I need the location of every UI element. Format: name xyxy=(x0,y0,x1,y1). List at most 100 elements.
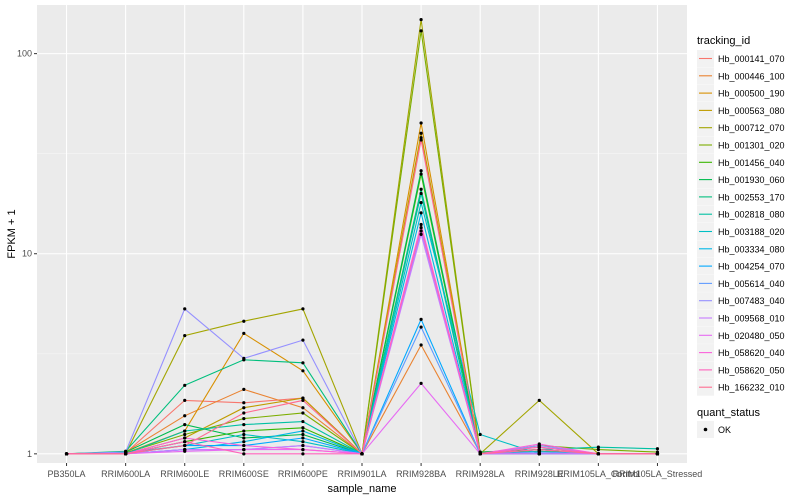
legend: tracking_id Hb_000141_070Hb_000446_100Hb… xyxy=(697,35,785,438)
data-point xyxy=(360,452,364,456)
data-point xyxy=(419,226,423,230)
data-point xyxy=(242,401,246,405)
data-point xyxy=(301,396,305,400)
data-point xyxy=(419,169,423,173)
legend-label: Hb_003188_020 xyxy=(718,227,785,237)
x-tick-label: RRIM928BA xyxy=(396,469,446,479)
x-tick-label: RRIM105LA_Control xyxy=(557,469,640,479)
legend-quant-items: OK xyxy=(697,421,731,438)
legend-label: Hb_004254_070 xyxy=(718,262,785,272)
data-point xyxy=(301,338,305,342)
data-point xyxy=(242,429,246,433)
x-tick-label: RRIM928LA xyxy=(456,469,505,479)
data-point xyxy=(183,333,187,338)
legend-label: Hb_000141_070 xyxy=(718,54,785,64)
data-point xyxy=(183,432,187,437)
x-axis: PB350LA RRIM600LA RRIM600LE RRIM600SE RRIM60… xyxy=(48,463,702,479)
legend-label: OK xyxy=(718,425,731,435)
x-tick-label: RRIM901LA xyxy=(337,469,386,479)
data-point xyxy=(183,429,187,433)
data-point xyxy=(183,440,187,444)
legend-label: Hb_166232_010 xyxy=(718,383,785,393)
data-point xyxy=(242,331,246,335)
legend-label: Hb_000563_080 xyxy=(718,106,785,116)
data-point xyxy=(301,429,305,433)
legend-label: Hb_001930_060 xyxy=(718,175,785,185)
data-point xyxy=(301,426,305,430)
data-point xyxy=(537,442,541,446)
data-point xyxy=(242,406,246,410)
data-point xyxy=(419,211,423,215)
data-point xyxy=(301,432,305,437)
data-point xyxy=(242,436,246,440)
series-points xyxy=(64,17,660,456)
x-tick-label: RRIM600LA xyxy=(101,469,150,479)
y-axis: 1 10 100 xyxy=(17,49,37,459)
legend-items: Hb_000141_070 Hb_000446_100 Hb_000500_190 H… xyxy=(697,50,785,396)
data-point xyxy=(419,17,423,22)
y-axis-title: FPKM + 1 xyxy=(6,209,18,258)
data-point xyxy=(419,325,423,329)
x-axis-title: sample_name xyxy=(327,483,396,495)
data-point xyxy=(301,369,305,373)
legend-quant-title: quant_status xyxy=(697,407,760,419)
data-point xyxy=(301,440,305,444)
data-point xyxy=(419,138,423,142)
data-point xyxy=(183,414,187,418)
x-tick-label: RRIM600SE xyxy=(219,469,269,479)
data-point xyxy=(301,307,305,311)
data-point xyxy=(419,229,423,233)
legend-label: Hb_007483_040 xyxy=(718,296,785,306)
legend-label: Hb_001301_020 xyxy=(718,141,785,151)
data-point xyxy=(419,121,423,125)
data-point xyxy=(242,319,246,323)
data-point xyxy=(183,436,187,440)
data-point xyxy=(419,187,423,191)
data-point xyxy=(537,452,541,456)
legend-label: Hb_009568_010 xyxy=(718,314,785,324)
legend-label: Hb_020480_050 xyxy=(718,331,785,341)
data-point xyxy=(242,356,246,360)
data-point xyxy=(419,381,423,385)
data-point xyxy=(301,361,305,365)
data-point xyxy=(419,191,423,196)
legend-label: Hb_003334_080 xyxy=(718,244,785,254)
legend-key-point xyxy=(703,427,708,432)
data-point xyxy=(596,448,600,452)
data-point xyxy=(301,448,305,452)
legend-label: Hb_000712_070 xyxy=(718,123,785,133)
legend-label: Hb_058620_040 xyxy=(718,348,785,358)
legend-label: Hb_001456_040 xyxy=(718,158,785,168)
data-point xyxy=(537,448,541,452)
data-point xyxy=(655,447,660,451)
data-point xyxy=(419,29,423,33)
data-point xyxy=(183,449,187,453)
data-point xyxy=(242,452,246,456)
data-point xyxy=(64,452,69,456)
data-point xyxy=(301,443,305,448)
data-point xyxy=(183,383,187,387)
data-point xyxy=(301,452,305,456)
data-point xyxy=(183,443,187,448)
data-point xyxy=(183,423,187,427)
data-point xyxy=(301,406,305,410)
data-point xyxy=(537,445,541,449)
data-point xyxy=(301,398,305,402)
data-point xyxy=(419,343,423,347)
data-point xyxy=(419,232,423,236)
data-point xyxy=(478,432,482,437)
data-point xyxy=(242,423,246,427)
data-point xyxy=(242,411,246,415)
legend-label: Hb_000500_190 xyxy=(718,89,785,99)
legend-label: Hb_002818_080 xyxy=(718,210,785,220)
data-point xyxy=(537,398,541,402)
x-tick-label: RRIM928LE xyxy=(515,469,564,479)
data-point xyxy=(478,452,482,456)
legend-label: Hb_005614_040 xyxy=(718,279,785,289)
data-point xyxy=(419,131,423,135)
data-point xyxy=(242,417,246,421)
data-point xyxy=(183,398,187,402)
data-point xyxy=(301,411,305,415)
x-tick-label: RRIM600PE xyxy=(278,469,328,479)
data-point xyxy=(301,436,305,440)
